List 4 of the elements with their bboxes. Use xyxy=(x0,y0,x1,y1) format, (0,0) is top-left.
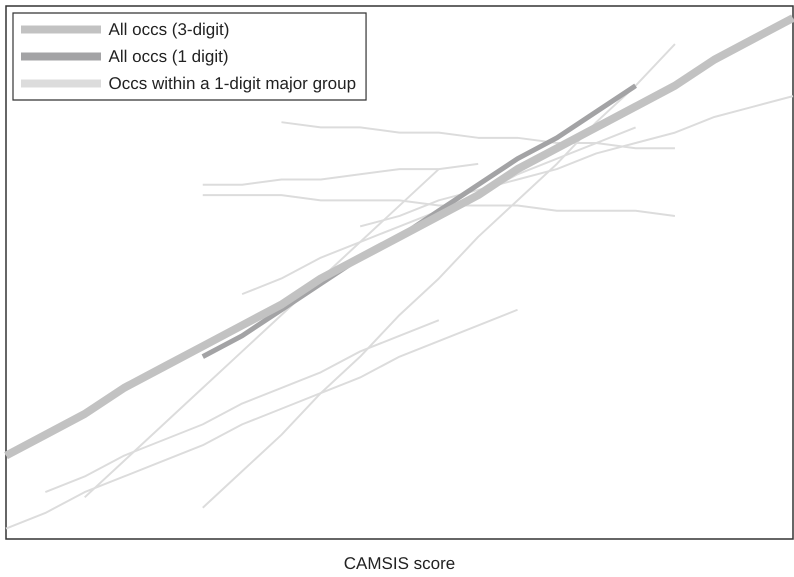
legend-label: Occs within a 1-digit major group xyxy=(108,74,356,93)
legend-label: All occs (1 digit) xyxy=(108,47,228,66)
legend-label: All occs (3-digit) xyxy=(108,20,230,39)
x-axis-title: CAMSIS score xyxy=(344,554,456,573)
